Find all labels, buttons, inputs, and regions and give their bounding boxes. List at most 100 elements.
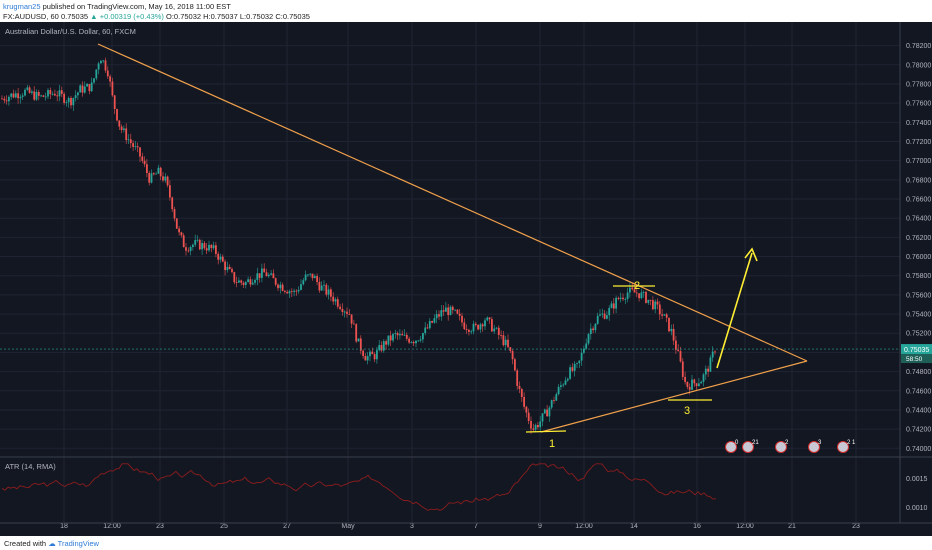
candle-body [67, 97, 70, 103]
candle-body [330, 289, 332, 297]
candle-body [226, 266, 229, 271]
candle-body [424, 327, 427, 334]
candle-body [279, 284, 282, 289]
y-tick-label: 0.74600 [906, 388, 931, 395]
candle-body [72, 98, 75, 106]
upper-trendline [97, 43, 808, 362]
candle-body [525, 406, 528, 413]
candle-body [562, 384, 565, 386]
candle-body [507, 339, 509, 348]
x-tick-label: 27 [283, 523, 291, 530]
candle-body [631, 287, 634, 290]
candle-body [293, 290, 295, 292]
candle-body [261, 268, 263, 278]
candle-body [286, 291, 289, 294]
candle-body [270, 273, 272, 275]
candle-body [569, 367, 571, 379]
candle-body [123, 128, 125, 131]
candle-body [617, 297, 620, 299]
price-chart[interactable]: 0.78200 0.78000 0.77800 0.77600 0.77400 0.772… [0, 22, 932, 536]
candle-body [415, 340, 417, 344]
candle-body [231, 269, 233, 273]
candle-body [362, 350, 364, 357]
candle-body [247, 279, 249, 283]
candle-body [37, 92, 40, 96]
candle-body [242, 282, 245, 285]
candle-body [364, 356, 367, 361]
candle-body [470, 331, 473, 333]
candle-body [546, 409, 548, 417]
candle-body [180, 232, 183, 236]
candle-body [670, 328, 673, 332]
candle-body [155, 173, 157, 175]
candle-body [530, 420, 532, 429]
candle-body [555, 394, 558, 401]
event-count-label: 2 1 [847, 440, 856, 446]
tradingview-link[interactable]: TradingView [57, 539, 99, 548]
tradingview-logo-icon: ☁ [48, 539, 56, 548]
change-value: +0.00319 (+0.43%) [99, 12, 164, 21]
candle-body [189, 246, 192, 251]
candle-body [608, 308, 611, 316]
candle-body [129, 139, 132, 144]
pivot-label: 1 [549, 438, 555, 450]
candle-body [267, 274, 270, 277]
candle-body [684, 376, 686, 382]
y-tick-label: 0.77000 [906, 158, 931, 165]
y-tick-label: 0.76200 [906, 235, 931, 242]
candle-body [17, 93, 19, 99]
candle-body [578, 360, 581, 364]
candle-body [148, 173, 151, 183]
candle-body [502, 335, 505, 346]
atr-line [1, 463, 717, 511]
candle-body [695, 383, 698, 387]
candle-body [523, 396, 525, 407]
candle-body [284, 290, 286, 292]
candle-body [435, 314, 438, 319]
x-tick-label: 12:00 [575, 523, 593, 530]
symbol-name: FX:AUDUSD, 60 [3, 12, 59, 21]
candle-body [182, 235, 185, 248]
atr-title: ATR (14, RMA) [5, 462, 56, 471]
candle-body [10, 93, 13, 97]
candle-body [24, 89, 26, 96]
candle-body [254, 280, 256, 283]
candle-body [300, 284, 302, 290]
candle-body [120, 126, 123, 131]
candle-body [504, 339, 507, 346]
candle-body [249, 279, 252, 285]
candle-body [215, 245, 217, 254]
candle-body [51, 93, 54, 95]
candle-body [369, 351, 371, 357]
candle-body [28, 87, 31, 93]
event-count-label: 21 [752, 440, 759, 446]
atr-tick-label: 0.0015 [906, 476, 928, 483]
candle-body [603, 313, 606, 319]
candle-body [63, 93, 65, 103]
change-up-icon: ▲ [90, 12, 98, 21]
candle-body [171, 197, 174, 210]
candle-body [106, 70, 109, 77]
candle-body [238, 280, 240, 283]
candle-body [134, 146, 137, 148]
candle-body [378, 345, 381, 351]
candle-body [456, 309, 459, 314]
candle-body [557, 386, 560, 395]
candle-body [399, 333, 401, 336]
x-tick-label: 23 [156, 523, 164, 530]
candle-body [709, 357, 712, 372]
x-tick-label: 23 [852, 523, 860, 530]
candle-body [537, 424, 539, 428]
candle-body [652, 300, 654, 310]
candle-body [382, 341, 385, 351]
candle-body [40, 95, 42, 97]
candle-body [235, 282, 238, 284]
publish-info: krugman25 published on TradingView.com, … [3, 2, 231, 11]
candle-body [219, 256, 222, 260]
author-link[interactable]: krugman25 [3, 2, 41, 11]
candle-body [350, 314, 353, 324]
candle-body [403, 334, 406, 336]
candle-body [688, 386, 691, 390]
candle-body [686, 381, 689, 387]
candle-body [240, 280, 243, 283]
